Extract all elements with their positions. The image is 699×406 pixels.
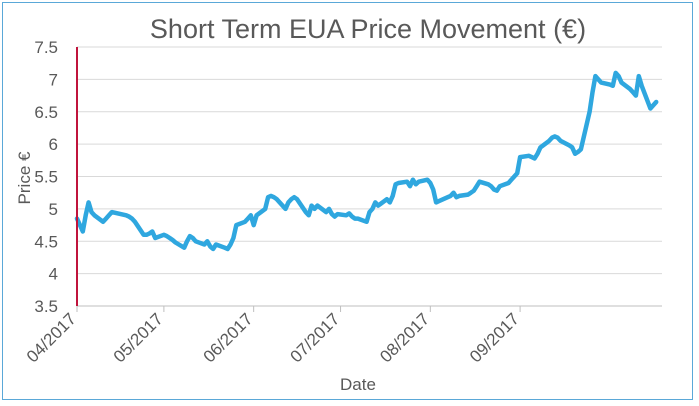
x-tick-label-1: 05/2017 [110,309,167,366]
chart-frame [2,2,693,400]
y-tick-label-2: 4.5 [34,232,58,251]
y-tick-label-7: 7 [49,70,58,89]
x-tick-label-4: 08/2017 [376,309,433,366]
x-tick-label-0: 04/2017 [23,309,80,366]
y-tick-label-3: 5 [49,200,58,219]
x-tick-label-3: 07/2017 [286,309,343,366]
grid [77,46,662,307]
y-tick-label-8: 7.5 [34,38,58,57]
series-layer [74,70,659,252]
y-tick-labels: 3.5 4 4.5 5 5.5 6 6.5 7 7.5 [34,38,58,316]
series-line-0 [74,70,659,252]
x-tick-labels: 04/2017 05/2017 06/2017 07/2017 08/2017 09/20… [23,309,523,366]
y-tick-label-6: 6.5 [34,103,58,122]
x-axis-label: Date [340,375,376,394]
chart-title: Short Term EUA Price Movement (€) [150,14,586,44]
y-tick-label-5: 6 [49,135,58,154]
y-tick-label-4: 5.5 [34,168,58,187]
y-tick-label-1: 4 [49,265,58,284]
x-tick-label-5: 09/2017 [466,309,523,366]
x-tick-label-2: 06/2017 [200,309,257,366]
y-tick-label-0: 3.5 [34,297,58,316]
axes [76,47,662,312]
y-axis-label: Price € [15,151,34,204]
